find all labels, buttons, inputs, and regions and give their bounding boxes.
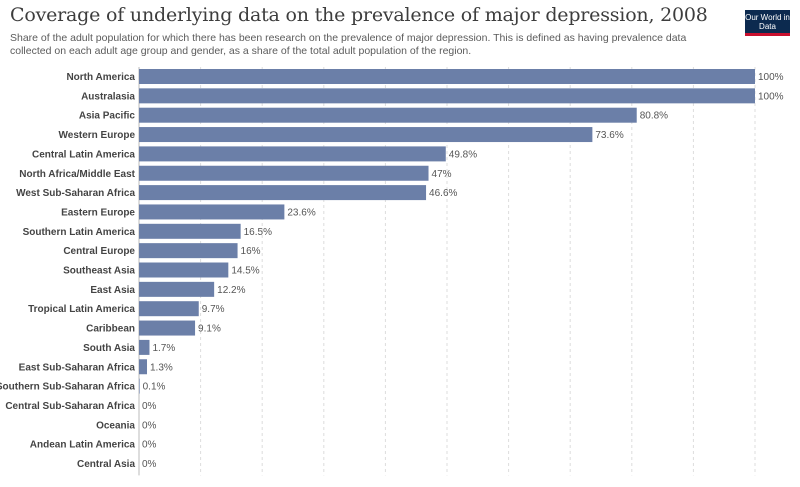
category-label: Central Asia <box>77 459 135 470</box>
bar <box>139 127 593 143</box>
chart-title: Coverage of underlying data on the preva… <box>10 4 708 26</box>
bar <box>139 301 199 317</box>
category-label: Southeast Asia <box>63 266 135 277</box>
value-label: 12.2% <box>217 285 245 296</box>
value-label: 0.1% <box>143 382 166 393</box>
value-label: 80.8% <box>640 111 668 122</box>
value-label: 16.5% <box>244 227 272 238</box>
category-label: West Sub-Saharan Africa <box>16 188 135 199</box>
bar <box>139 339 150 355</box>
category-label: Oceania <box>96 420 135 431</box>
bar <box>139 320 196 336</box>
value-label: 0% <box>142 440 157 451</box>
value-label: 16% <box>241 246 261 257</box>
value-label: 73.6% <box>595 130 623 141</box>
category-label: East Asia <box>90 285 135 296</box>
bar <box>139 281 215 297</box>
value-label: 0% <box>142 420 157 431</box>
bar <box>139 146 446 162</box>
value-label: 23.6% <box>287 207 315 218</box>
value-label: 100% <box>758 72 784 83</box>
bar <box>139 359 148 375</box>
category-label: Asia Pacific <box>79 111 136 122</box>
bar <box>139 204 285 220</box>
category-label: Central Europe <box>63 246 135 257</box>
value-label: 9.7% <box>202 304 225 315</box>
bar <box>139 69 755 84</box>
category-label: South Asia <box>83 343 135 354</box>
category-label: North Africa/Middle East <box>19 169 135 180</box>
value-label: 46.6% <box>429 188 457 199</box>
value-label: 14.5% <box>231 266 259 277</box>
category-label: Western Europe <box>59 130 136 141</box>
chart-subtitle: Share of the adult population for which … <box>10 32 687 57</box>
category-label: Andean Latin America <box>30 440 136 451</box>
category-label: Southern Latin America <box>23 227 136 238</box>
value-label: 49.8% <box>449 149 477 160</box>
value-label: 1.3% <box>150 362 173 373</box>
category-label: Central Sub-Saharan Africa <box>5 401 135 412</box>
bar <box>139 185 427 201</box>
category-label: Central Latin America <box>32 149 135 160</box>
value-label: 0% <box>142 459 157 470</box>
bar <box>139 107 637 123</box>
value-label: 47% <box>432 169 452 180</box>
bar <box>139 243 238 259</box>
value-label: 9.1% <box>198 324 221 335</box>
owid-logo[interactable]: Our World in Data <box>745 10 790 36</box>
category-label: Southern Sub-Saharan Africa <box>0 382 135 393</box>
bar <box>139 378 140 394</box>
category-label: Tropical Latin America <box>28 304 135 315</box>
category-label: Eastern Europe <box>61 207 135 218</box>
bar <box>139 165 429 181</box>
category-label: East Sub-Saharan Africa <box>19 362 136 373</box>
bar <box>139 223 241 239</box>
bar <box>139 88 755 104</box>
value-label: 100% <box>758 91 784 102</box>
value-label: 0% <box>142 401 157 412</box>
category-label: Caribbean <box>86 324 135 335</box>
category-label: Australasia <box>81 91 135 102</box>
value-label: 1.7% <box>152 343 175 354</box>
category-label: North America <box>66 72 135 83</box>
bar <box>139 262 229 278</box>
